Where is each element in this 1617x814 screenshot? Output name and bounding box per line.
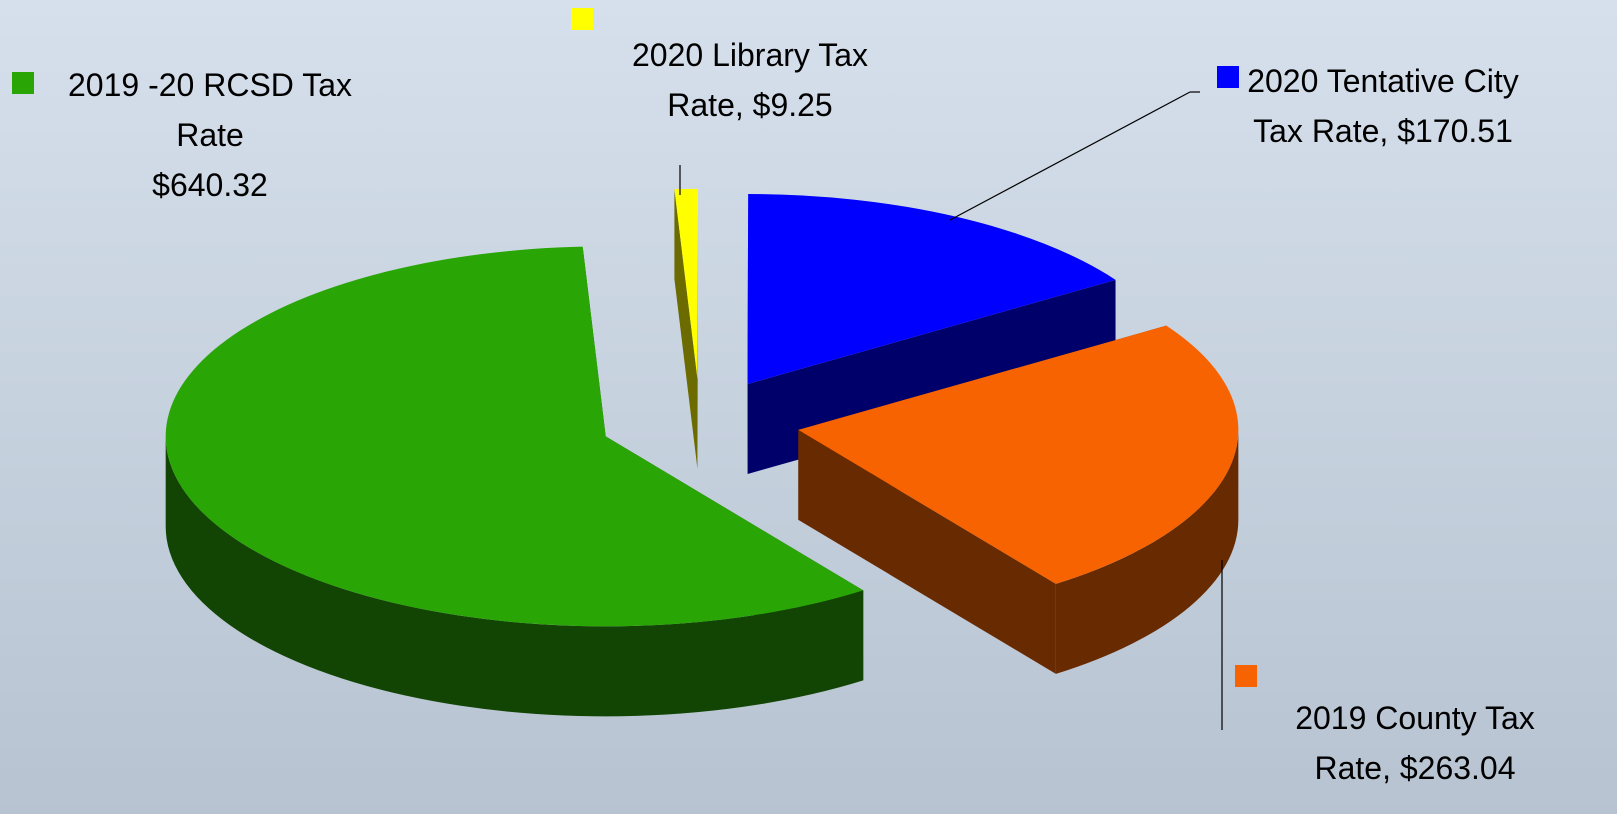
value-label: $170.51 — [1397, 113, 1513, 149]
category-label: 2020 Tentative City Tax Rate, — [1247, 63, 1519, 149]
slice-wall — [165, 436, 864, 717]
slice — [674, 188, 699, 469]
leader-line — [949, 91, 1191, 221]
category-label: 2019 County Tax Rate, — [1295, 700, 1535, 786]
label-marker — [1235, 665, 1257, 687]
slice-wall — [1055, 429, 1239, 674]
category-label: 2020 Library Tax Rate, — [632, 37, 868, 123]
slice-side — [798, 429, 1056, 674]
data-label: 2019 -20 RCSD Tax Rate $640.32 — [40, 60, 380, 210]
slice-top — [747, 194, 1116, 385]
data-label: 2020 Tentative City Tax Rate, $170.51 — [1238, 56, 1528, 156]
value-label: $9.25 — [752, 87, 833, 123]
label-marker — [1217, 66, 1239, 88]
category-label: 2019 -20 RCSD Tax Rate — [68, 67, 352, 153]
slice — [165, 246, 864, 717]
slice-side — [697, 188, 699, 469]
data-label: 2019 County Tax Rate, $263.04 — [1260, 693, 1570, 793]
slice-side — [674, 189, 698, 469]
label-marker — [571, 8, 593, 30]
data-label: 2020 Library Tax Rate, $9.25 — [600, 30, 900, 130]
slice-top — [165, 246, 864, 627]
value-label: $640.32 — [152, 167, 268, 203]
slice — [798, 325, 1239, 674]
slice-top — [798, 325, 1239, 584]
label-marker — [12, 72, 34, 94]
value-label: $263.04 — [1399, 750, 1516, 786]
slice-top — [674, 188, 699, 379]
